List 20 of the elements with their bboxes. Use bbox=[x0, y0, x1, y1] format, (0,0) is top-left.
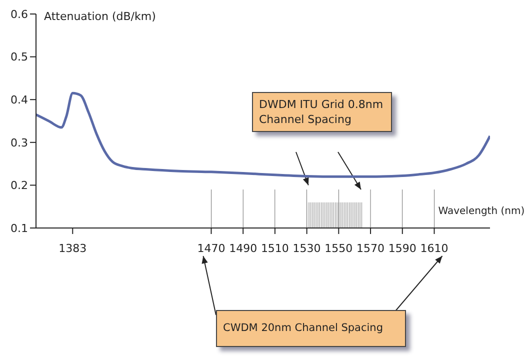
x-tick-label: 1590 bbox=[388, 242, 416, 255]
x-tick-label: 1530 bbox=[292, 242, 321, 255]
x-tick-label: 1610 bbox=[420, 242, 448, 255]
y-tick-label: 0.1 bbox=[10, 222, 28, 235]
y-axis-title: Attenuation (dB/km) bbox=[44, 10, 156, 23]
annotation: DWDM ITU Grid 0.8nm Channel Spacing bbox=[252, 92, 392, 132]
text: CWDM 20nm Channel Spacing bbox=[216, 310, 406, 347]
x-tick-label: 1570 bbox=[356, 242, 385, 255]
y-tick-label: 0.4 bbox=[10, 94, 28, 107]
y-tick-label: 0.5 bbox=[10, 50, 28, 64]
x-tick-label: 1550 bbox=[324, 242, 353, 255]
y-tick-label: 0.3 bbox=[10, 136, 28, 150]
x-tick-label: 1510 bbox=[260, 242, 289, 255]
y-tick-label: 0.6 bbox=[10, 8, 28, 21]
x-axis-title: Wavelength (nm) bbox=[438, 206, 525, 217]
x-tick-label: 1490 bbox=[229, 242, 258, 255]
x-tick-label: 1383 bbox=[58, 242, 87, 255]
x-tick-label: 1470 bbox=[197, 242, 226, 255]
y-tick-label: 0.2 bbox=[10, 179, 28, 192]
line-series bbox=[36, 92, 490, 178]
